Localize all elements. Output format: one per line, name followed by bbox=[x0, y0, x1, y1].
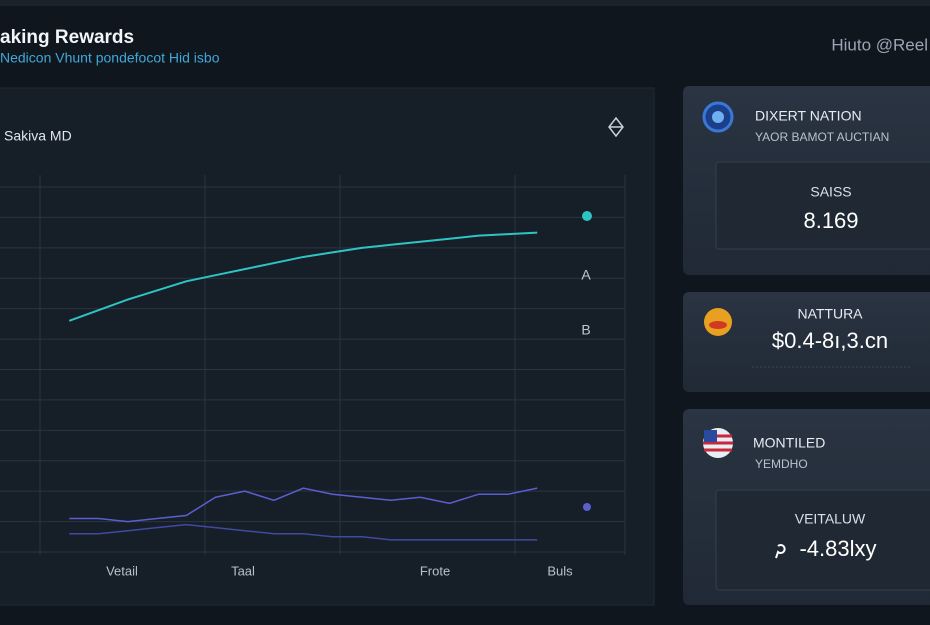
card-title: DIXERT NATION bbox=[755, 108, 862, 124]
lines bbox=[68, 231, 538, 541]
card-icon-dot bbox=[712, 111, 724, 123]
card-subtitle: YEMDHO bbox=[755, 457, 808, 471]
card-label: SAISS bbox=[810, 184, 851, 200]
series-line bbox=[69, 523, 538, 541]
card-value: 8.169 bbox=[803, 208, 858, 233]
x-label: Vetail bbox=[106, 563, 138, 578]
x-label: Buls bbox=[547, 563, 573, 578]
card-inner bbox=[715, 489, 930, 591]
legend-dot bbox=[582, 211, 592, 221]
value-icon bbox=[775, 544, 786, 559]
card-icon-canton bbox=[704, 430, 717, 442]
app-subtitle: Nedicon Vhunt pondefocot Hid isbo bbox=[0, 50, 220, 66]
x-label: Frote bbox=[420, 563, 450, 578]
legend-dot bbox=[583, 503, 591, 511]
card-title: NATTURA bbox=[797, 306, 863, 322]
menu-icon[interactable] bbox=[608, 116, 624, 138]
card-label: VEITALUW bbox=[795, 511, 866, 527]
app-title: aking Rewards bbox=[0, 27, 134, 48]
card-value: -4.83lxy bbox=[799, 536, 876, 561]
account[interactable]: Hiuto @Reel bbox=[831, 35, 928, 54]
legend-label: A bbox=[581, 267, 591, 283]
series-line bbox=[69, 487, 538, 523]
x-label: Taal bbox=[231, 563, 255, 578]
card-icon-detail bbox=[709, 321, 727, 329]
top-bar bbox=[0, 0, 930, 6]
card-subtitle: YAOR BAMOT AUCTIAN bbox=[755, 130, 889, 144]
chart-panel bbox=[0, 87, 655, 606]
chart-title: Sakiva MD bbox=[4, 128, 72, 144]
series-line bbox=[68, 231, 538, 322]
legend-label: B bbox=[581, 322, 590, 338]
card-inner bbox=[715, 161, 930, 250]
card-title: MONTILED bbox=[753, 435, 825, 451]
card-value: $0.4-8ı,3.cn bbox=[772, 328, 888, 353]
